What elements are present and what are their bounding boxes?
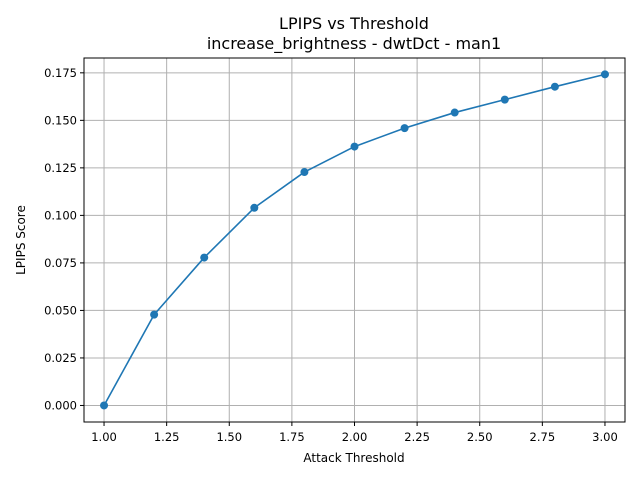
data-point-marker [500,95,509,104]
x-tick-label: 2.00 [342,430,368,444]
data-point-marker [550,82,559,91]
x-tick-label: 3.00 [592,430,618,444]
y-tick-label: 0.100 [44,208,77,222]
data-markers [100,70,609,410]
y-axis-ticks: 0.000 0.025 0.050 0.075 0.100 0.125 0.150 0.175 [44,66,84,412]
y-tick-label: 0.075 [44,256,77,270]
data-point-marker [600,70,609,79]
data-point-marker [450,108,459,117]
chart-title: LPIPS vs Threshold [279,14,429,33]
x-tick-label: 1.50 [216,430,242,444]
x-axis-label: Attack Threshold [303,451,404,465]
data-point-marker [250,203,259,212]
y-tick-label: 0.150 [44,113,77,127]
y-tick-label: 0.050 [44,303,77,317]
x-tick-label: 1.00 [91,430,117,444]
x-tick-label: 1.75 [279,430,305,444]
x-tick-label: 2.50 [467,430,493,444]
y-tick-label: 0.000 [44,398,77,412]
data-point-marker [300,168,309,177]
data-point-marker [100,401,109,410]
x-axis-ticks: 1.00 1.25 1.50 1.75 2.00 2.25 2.50 2.75 3.00 [91,422,618,444]
x-tick-label: 2.25 [404,430,430,444]
y-tick-label: 0.125 [44,161,77,175]
y-axis-label: LPIPS Score [14,205,28,275]
data-point-marker [350,142,359,151]
x-tick-label: 1.25 [154,430,180,444]
y-tick-label: 0.175 [44,66,77,80]
x-tick-label: 2.75 [530,430,556,444]
chart-subtitle: increase_brightness - dwtDct - man1 [207,34,501,54]
y-tick-label: 0.025 [44,351,77,365]
data-point-marker [150,310,159,319]
grid-lines [84,58,625,422]
data-point-marker [400,124,409,133]
data-point-marker [200,253,209,262]
